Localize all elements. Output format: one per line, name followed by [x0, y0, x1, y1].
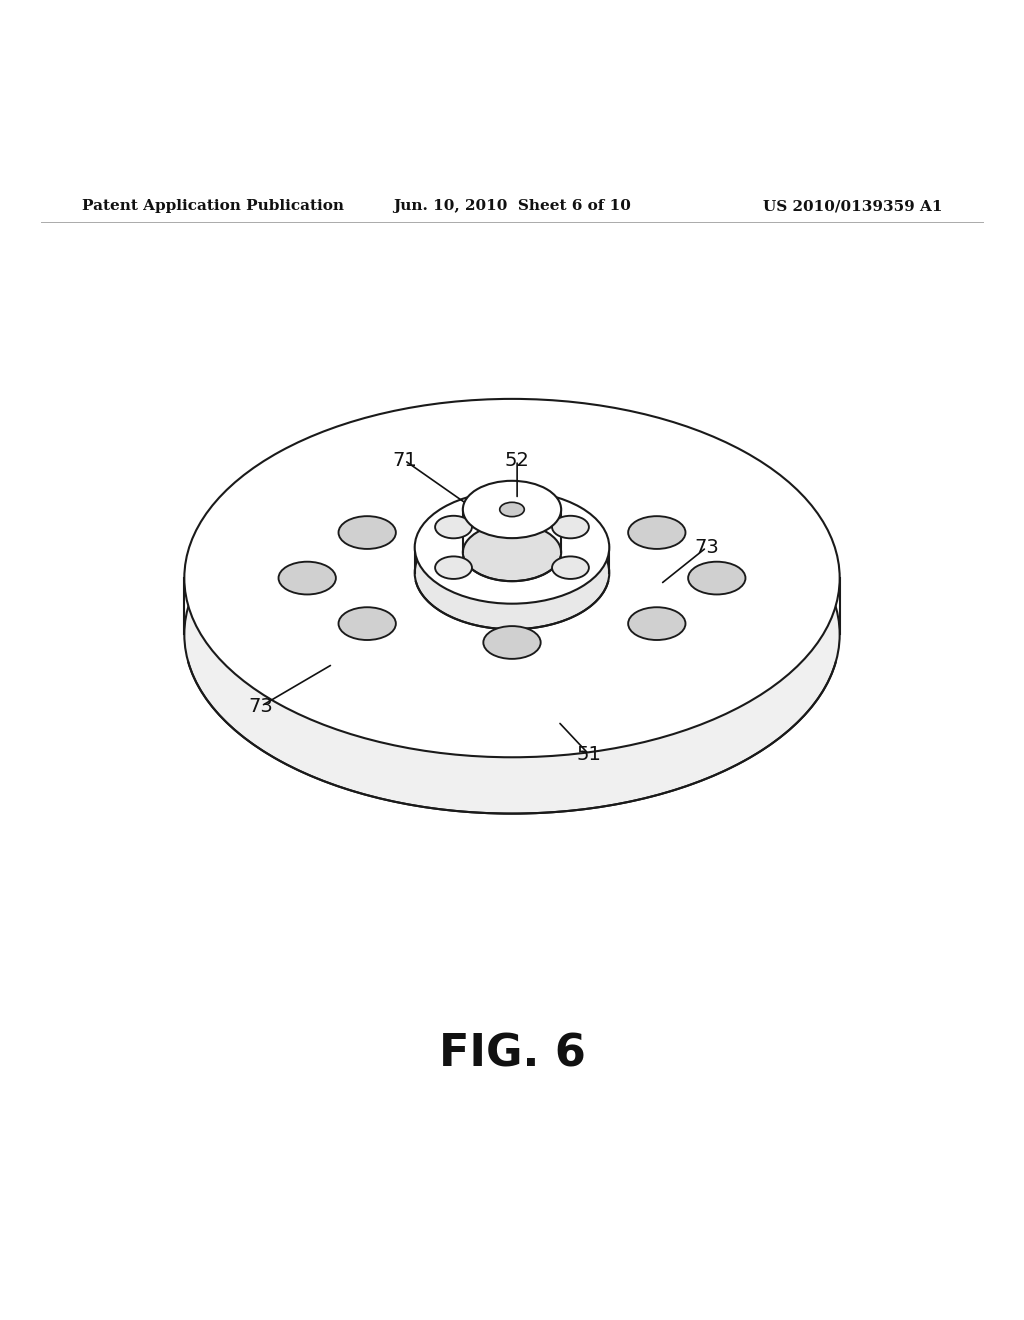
- Ellipse shape: [483, 498, 541, 531]
- Ellipse shape: [552, 516, 589, 539]
- Ellipse shape: [435, 516, 472, 539]
- Text: 51: 51: [577, 744, 601, 764]
- Ellipse shape: [184, 399, 840, 758]
- Text: 73: 73: [249, 697, 273, 715]
- Ellipse shape: [463, 480, 561, 539]
- Ellipse shape: [415, 516, 609, 630]
- Text: 73: 73: [694, 537, 719, 557]
- Text: Jun. 10, 2010  Sheet 6 of 10: Jun. 10, 2010 Sheet 6 of 10: [393, 199, 631, 214]
- Ellipse shape: [500, 503, 524, 516]
- Ellipse shape: [483, 626, 541, 659]
- Ellipse shape: [552, 557, 589, 579]
- Ellipse shape: [688, 562, 745, 594]
- Text: Patent Application Publication: Patent Application Publication: [82, 199, 344, 214]
- Ellipse shape: [279, 562, 336, 594]
- Ellipse shape: [628, 607, 685, 640]
- Text: FIG. 6: FIG. 6: [438, 1032, 586, 1076]
- Text: US 2010/0139359 A1: US 2010/0139359 A1: [763, 199, 942, 214]
- Text: 52: 52: [505, 451, 529, 470]
- Ellipse shape: [339, 607, 396, 640]
- Ellipse shape: [435, 557, 472, 579]
- Text: 71: 71: [392, 451, 417, 470]
- Ellipse shape: [628, 516, 685, 549]
- Ellipse shape: [339, 516, 396, 549]
- Ellipse shape: [463, 524, 561, 581]
- Ellipse shape: [415, 491, 609, 603]
- Ellipse shape: [184, 455, 840, 813]
